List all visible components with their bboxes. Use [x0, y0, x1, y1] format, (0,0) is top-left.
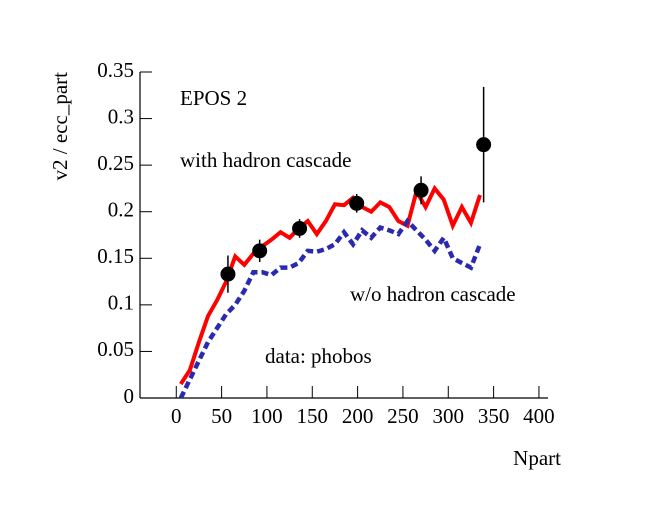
y-tick-label: 0	[124, 384, 135, 408]
line-series	[178, 217, 483, 399]
data-point	[349, 195, 365, 211]
y-axis-label: v2 / ecc_part	[48, 72, 72, 181]
x-tick-label: 100	[251, 404, 283, 428]
y-tick-label: 0.25	[97, 151, 134, 175]
x-tick-label: 300	[433, 404, 465, 428]
x-tick-label: 350	[478, 404, 510, 428]
y-tick-label: 0.15	[97, 244, 134, 268]
data-point	[476, 137, 492, 153]
data-point	[220, 266, 236, 282]
x-tick-label: 400	[523, 404, 555, 428]
y-tick-label: 0.3	[108, 104, 134, 128]
x-tick-label: 0	[171, 404, 182, 428]
x-tick-label: 150	[297, 404, 329, 428]
x-tick-label: 200	[342, 404, 374, 428]
chart-title: EPOS 2	[180, 86, 247, 110]
y-tick-label: 0.35	[97, 58, 134, 82]
x-axis-label: Npart	[513, 446, 561, 470]
y-tick-label: 0.05	[97, 337, 134, 361]
y-tick-label: 0.1	[108, 291, 134, 315]
x-tick-label: 250	[387, 404, 419, 428]
annotation: data: phobos	[265, 344, 372, 368]
y-tick-label: 0.2	[108, 198, 134, 222]
data-point	[292, 220, 308, 236]
data-point	[252, 243, 268, 259]
data-point	[413, 182, 429, 198]
annotation: w/o hadron cascade	[350, 282, 516, 306]
annotation: with hadron cascade	[180, 148, 351, 172]
x-tick-label: 50	[211, 404, 232, 428]
